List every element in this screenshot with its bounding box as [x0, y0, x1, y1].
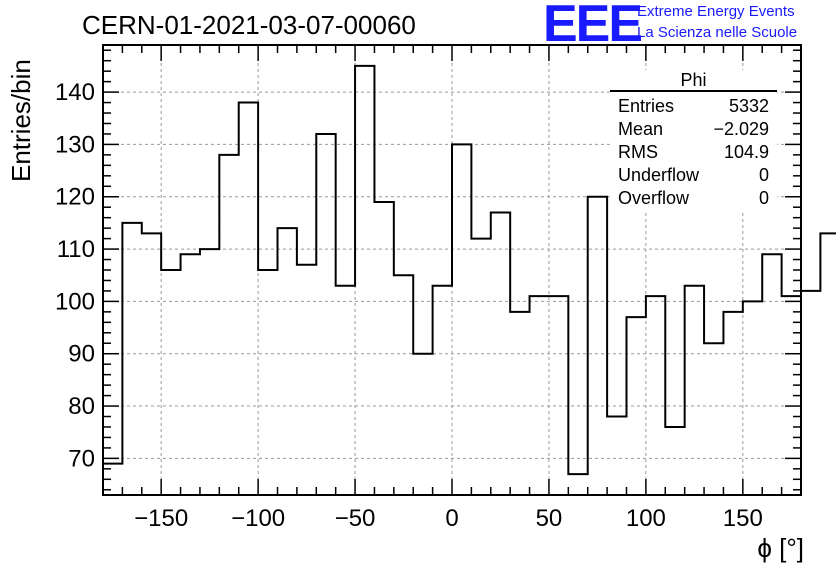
y-tick-label: 90 [68, 341, 95, 368]
logo-line-1: Extreme Energy Events [637, 3, 795, 20]
x-axis-label: ϕ [°] [757, 533, 804, 563]
eee-logo: EEE [543, 0, 643, 53]
stats-label: Underflow [618, 165, 700, 185]
stats-row-mean: Mean −2.029 [610, 118, 777, 141]
x-tick-label: −100 [231, 505, 285, 532]
stats-label: Entries [618, 96, 675, 116]
chart-title: CERN-01-2021-03-07-00060 [82, 10, 416, 40]
y-tick-label: 130 [55, 131, 95, 158]
stats-name: Phi [610, 70, 777, 92]
x-tick-label: 100 [626, 505, 666, 532]
logo-line-2: La Scienza nelle Scuole [637, 24, 798, 41]
stats-label: Overflow [618, 188, 690, 208]
y-tick-label: 70 [68, 445, 95, 472]
x-tick-label: 0 [445, 505, 458, 532]
x-tick-label: −150 [134, 505, 188, 532]
x-tick-label: 50 [536, 505, 563, 532]
y-tick-label: 100 [55, 288, 95, 315]
x-tick-label: −50 [335, 505, 376, 532]
stats-value: 5332 [728, 96, 769, 116]
stats-row-overflow: Overflow 0 [610, 187, 777, 210]
stats-value: 0 [758, 165, 769, 185]
y-tick-label: 80 [68, 393, 95, 420]
y-tick-label: 140 [55, 79, 95, 106]
stats-row-entries: Entries 5332 [610, 95, 777, 118]
y-axis-label: Entries/bin [6, 59, 36, 182]
stats-label: RMS [618, 142, 658, 162]
stats-value: 104.9 [723, 142, 769, 162]
x-tick-label: 150 [723, 505, 763, 532]
stats-label: Mean [618, 119, 664, 139]
stats-row-rms: RMS 104.9 [610, 141, 777, 164]
stats-value: 0 [758, 188, 769, 208]
stats-value: −2.029 [713, 119, 769, 139]
stats-row-underflow: Underflow 0 [610, 164, 777, 187]
y-tick-label: 110 [57, 236, 95, 263]
histogram-series [102, 64, 836, 495]
y-tick-label: 120 [55, 184, 95, 211]
stats-box: Phi Entries 5332 Mean −2.029 RMS 104.9 U… [610, 70, 777, 210]
